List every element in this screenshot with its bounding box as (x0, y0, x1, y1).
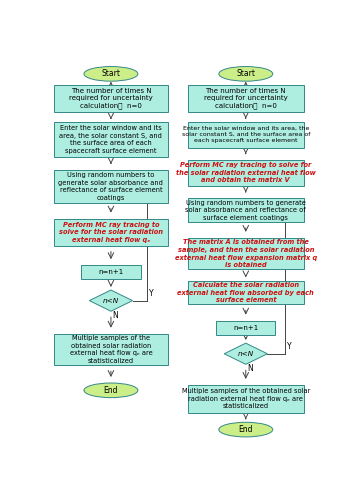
FancyBboxPatch shape (81, 265, 141, 279)
Text: N: N (247, 364, 253, 374)
Text: The number of times N
required for uncertainty
calculation，  n=0: The number of times N required for uncer… (69, 88, 153, 110)
Text: Y: Y (286, 342, 291, 351)
FancyBboxPatch shape (54, 170, 167, 202)
FancyBboxPatch shape (188, 122, 304, 148)
Ellipse shape (84, 66, 138, 81)
Text: n=n+1: n=n+1 (233, 324, 259, 330)
FancyBboxPatch shape (54, 334, 167, 366)
Text: N: N (112, 311, 118, 320)
FancyBboxPatch shape (54, 122, 167, 157)
Text: Start: Start (236, 70, 255, 78)
Text: End: End (238, 425, 253, 434)
Text: The matrix A is obtained from the
sample, and then the solar radiation
external : The matrix A is obtained from the sample… (175, 240, 317, 268)
Polygon shape (224, 343, 267, 364)
FancyBboxPatch shape (188, 280, 304, 304)
Ellipse shape (219, 66, 273, 81)
Text: n<N: n<N (103, 298, 119, 304)
Text: Perform MC ray tracing to solve for
the solar radiation external heat flow
and o: Perform MC ray tracing to solve for the … (176, 162, 316, 184)
Text: Multiple samples of the
obtained solar radiation
external heat flow qₑ are
stati: Multiple samples of the obtained solar r… (70, 336, 152, 364)
Text: The number of times N
required for uncertainty
calculation，  n=0: The number of times N required for uncer… (204, 88, 288, 110)
FancyBboxPatch shape (54, 84, 167, 112)
FancyBboxPatch shape (54, 218, 167, 246)
Ellipse shape (219, 422, 273, 437)
Text: Using random numbers to
generate solar absorbance and
reflectance of surface ele: Using random numbers to generate solar a… (58, 172, 163, 201)
Text: Multiple samples of the obtained solar
radiation external heat flow qₑ are
stati: Multiple samples of the obtained solar r… (182, 388, 310, 409)
Text: Using random numbers to generate
solar absorbance and reflectance of
surface ele: Using random numbers to generate solar a… (185, 200, 306, 220)
FancyBboxPatch shape (188, 385, 304, 412)
Text: Y: Y (149, 288, 153, 298)
FancyBboxPatch shape (188, 238, 304, 270)
Ellipse shape (84, 383, 138, 398)
FancyBboxPatch shape (188, 160, 304, 186)
Text: Enter the solar window and its area, the
solar constant S, and the surface area : Enter the solar window and its area, the… (182, 126, 310, 144)
Text: Calculate the solar radiation
external heat flow absorbed by each
surface elemen: Calculate the solar radiation external h… (177, 282, 314, 303)
Polygon shape (89, 290, 133, 311)
Text: n=n+1: n=n+1 (98, 269, 124, 275)
Text: Enter the solar window and its
area, the solar constant S, and
the surface area : Enter the solar window and its area, the… (60, 126, 163, 154)
FancyBboxPatch shape (188, 84, 304, 112)
Text: n<N: n<N (238, 351, 254, 357)
Text: Start: Start (101, 70, 120, 78)
Text: End: End (104, 386, 118, 395)
FancyBboxPatch shape (188, 198, 304, 222)
Text: Perform MC ray tracing to
solve for the solar radiation
external heat flow qₑ: Perform MC ray tracing to solve for the … (59, 222, 163, 242)
FancyBboxPatch shape (216, 320, 276, 334)
